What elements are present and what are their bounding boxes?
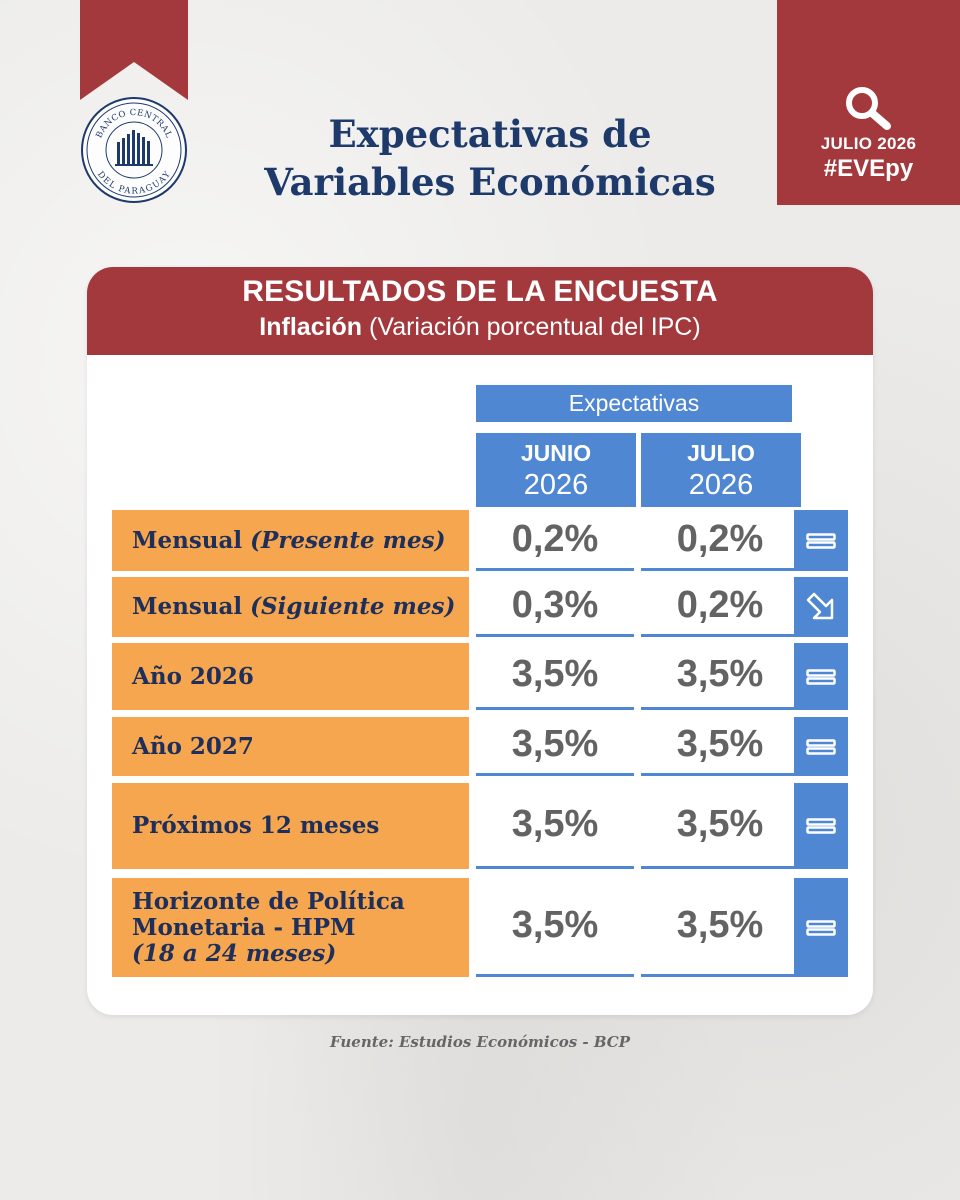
title-line-2: Variables Económicas [264, 160, 716, 204]
row-label-hpm: Horizonte de Política Monetaria - HPM (1… [112, 878, 469, 977]
row-label-text: Año 2027 [132, 732, 254, 760]
page-title: Expectativas de Variables Económicas [240, 110, 740, 206]
search-icon [846, 87, 891, 130]
value-julio: 0,2% [641, 577, 799, 637]
value-junio: 3,5% [476, 783, 634, 869]
row-label-italic: (Presente mes) [250, 526, 446, 554]
value-junio: 3,5% [476, 643, 634, 710]
column-year: 2026 [688, 469, 754, 501]
results-card: RESULTADOS DE LA ENCUESTA Inflación (Var… [87, 267, 873, 1015]
trend-equal-icon [794, 643, 848, 710]
column-header-julio: JULIO 2026 [641, 433, 801, 507]
card-title: RESULTADOS DE LA ENCUESTA [242, 275, 718, 308]
row-label-text: Mensual (Siguiente mes) [132, 594, 469, 620]
row-label-italic: (18 a 24 meses) [132, 939, 337, 967]
trend-equal-icon [794, 717, 848, 776]
value-junio: 0,3% [476, 577, 634, 637]
value-julio: 3,5% [641, 717, 799, 776]
row-label-text: Mensual (Presente mes) [132, 526, 469, 554]
value-junio: 0,2% [476, 510, 634, 571]
edition-hashtag: #EVEpy [823, 155, 914, 182]
value-julio: 3,5% [641, 643, 799, 710]
value-junio: 3,5% [476, 878, 634, 977]
column-month: JUNIO [520, 440, 592, 466]
value-julio: 3,5% [641, 878, 799, 977]
row-label-italic: (Siguiente mes) [250, 593, 456, 620]
value-julio: 3,5% [641, 783, 799, 869]
bcp-logo: BANCO CENTRAL DEL PARAGUAY [81, 97, 187, 203]
source-note: Fuente: Estudios Económicos - BCP [329, 1033, 631, 1051]
card-subtitle-bold: Inflación [259, 313, 363, 341]
card-subtitle: Inflación (Variación porcentual del IPC) [87, 313, 873, 342]
row-label-line-2: Monetaria - HPM [132, 913, 356, 941]
trend-equal-icon [794, 783, 848, 869]
edition-tag: JULIO 2026 #EVEpy [777, 0, 960, 205]
edition-month: JULIO 2026 [820, 134, 917, 153]
row-label-ano-2027: Año 2027 [112, 717, 469, 776]
row-label-mensual-presente: Mensual (Presente mes) [112, 510, 469, 571]
row-label-main: Mensual [132, 593, 243, 620]
column-month: JULIO [687, 440, 755, 466]
trend-equal-icon [794, 878, 848, 977]
ribbon-banner [80, 0, 188, 100]
value-junio: 3,5% [476, 717, 634, 776]
row-label-text: Año 2026 [132, 662, 254, 690]
expectativas-header: Expectativas [476, 385, 792, 422]
card-subtitle-rest: (Variación porcentual del IPC) [369, 313, 701, 341]
card-header: RESULTADOS DE LA ENCUESTA Inflación (Var… [87, 267, 873, 355]
row-label-text: Próximos 12 meses [132, 812, 380, 839]
column-year: 2026 [523, 469, 589, 501]
trend-equal-icon [794, 510, 848, 571]
row-label-line-1: Horizonte de Política [132, 887, 405, 915]
row-label-mensual-siguiente: Mensual (Siguiente mes) [112, 577, 469, 637]
column-header-junio: JUNIO 2026 [476, 433, 636, 507]
row-label-proximos-12: Próximos 12 meses [112, 783, 469, 869]
trend-down-icon [794, 577, 848, 637]
value-julio: 0,2% [641, 510, 799, 571]
row-label-ano-2026: Año 2026 [112, 643, 469, 710]
row-label-main: Mensual [132, 526, 243, 554]
title-line-1: Expectativas de [328, 112, 652, 156]
